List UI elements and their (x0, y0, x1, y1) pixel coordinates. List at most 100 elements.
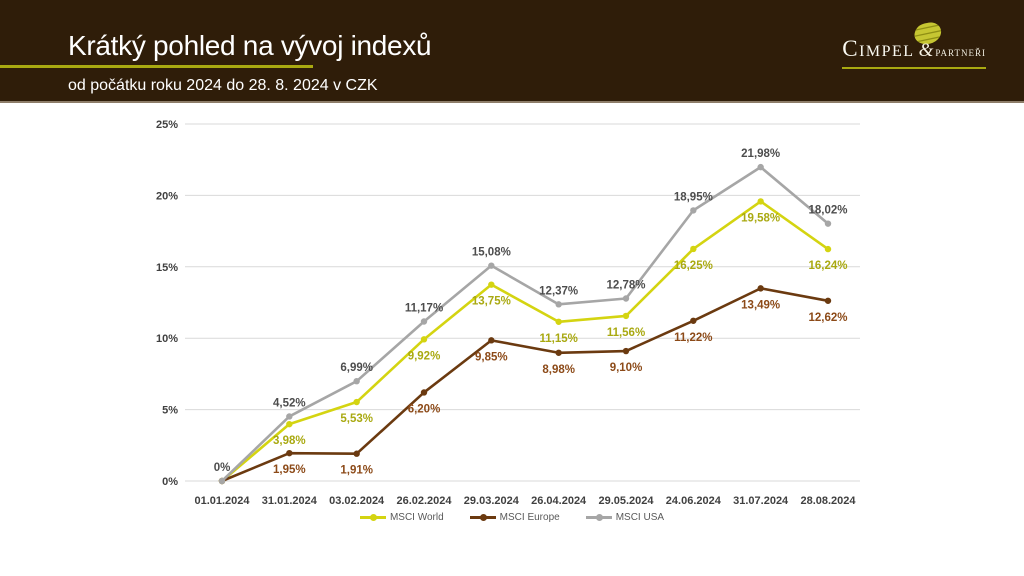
y-axis-label: 15% (156, 262, 178, 274)
chart-point-msci-world (420, 336, 428, 343)
chart-point-msci-europe (824, 297, 832, 304)
chart-point-msci-usa (286, 413, 293, 420)
legend-marker-icon (585, 514, 612, 521)
x-axis-label: 31.01.2024 (262, 495, 318, 507)
data-label-msci-europe: 9,10% (610, 362, 643, 374)
data-label-msci-world: 19,58% (741, 212, 780, 224)
data-label-msci-usa: 15,08% (472, 247, 511, 259)
data-label-msci-world: 16,25% (674, 260, 713, 272)
data-label-msci-europe: 8,98% (542, 364, 575, 376)
logo-suffix: partneři (935, 44, 986, 59)
company-logo: Cimpel & partneři (842, 22, 986, 69)
header: Krátký pohled na vývoj indexů od počátku… (0, 0, 1024, 103)
data-label-msci-usa: 0% (214, 462, 231, 474)
logo-amp-wrap: & (914, 22, 941, 62)
page-subtitle: od počátku roku 2024 do 28. 8. 2024 v CZ… (68, 77, 378, 94)
legend-marker-icon (469, 514, 496, 521)
chart-point-msci-europe (488, 337, 495, 344)
chart-point-msci-usa (353, 377, 360, 385)
x-axis-label: 29.05.2024 (598, 495, 654, 507)
y-axis-label: 10% (156, 333, 178, 345)
data-label-msci-europe: 12,62% (808, 312, 847, 324)
data-label-msci-usa: 12,37% (539, 285, 578, 297)
title-underline (0, 65, 313, 68)
x-axis-label: 28.08.2024 (800, 495, 856, 507)
chart-point-msci-usa (622, 295, 630, 302)
data-label-msci-europe: 1,91% (340, 465, 373, 477)
y-axis-label: 0% (162, 476, 178, 488)
chart-point-msci-europe (622, 347, 630, 355)
chart-point-msci-usa (488, 262, 495, 269)
data-label-msci-usa: 18,02% (808, 205, 847, 217)
chart-line-msci-world (221, 200, 829, 482)
chart-point-msci-usa (690, 207, 697, 214)
legend-label: MSCI USA (615, 512, 665, 523)
data-label-msci-world: 11,56% (607, 327, 645, 339)
legend-label: MSCI Europe (499, 512, 560, 523)
chart-point-msci-world (353, 398, 360, 406)
data-label-msci-europe: 11,22% (674, 332, 712, 344)
logo-name: Cimpel (842, 36, 915, 61)
chart-point-msci-world (555, 318, 562, 325)
data-label-msci-world: 9,92% (408, 350, 441, 362)
x-axis-label: 26.04.2024 (531, 495, 587, 507)
logo-ampersand: & (918, 40, 934, 61)
x-axis-label: 01.01.2024 (194, 495, 250, 507)
legend-item-msci-world: MSCI World (359, 512, 444, 523)
data-label-msci-usa: 4,52% (273, 397, 306, 409)
x-axis-label: 03.02.2024 (329, 495, 385, 507)
logo-underline (842, 67, 986, 69)
data-label-msci-world: 11,15% (539, 333, 577, 345)
data-label-msci-europe: 1,95% (273, 464, 306, 476)
data-label-msci-europe: 6,20% (408, 403, 441, 415)
chart-point-msci-usa (218, 477, 226, 485)
chart-point-msci-usa (824, 220, 832, 227)
data-label-msci-world: 13,75% (472, 296, 511, 308)
x-axis-label: 26.02.2024 (396, 495, 452, 507)
legend-marker-icon (359, 514, 386, 521)
chart-point-msci-europe (555, 349, 562, 356)
chart-point-msci-world (757, 198, 764, 205)
data-label-msci-usa: 6,99% (340, 362, 373, 374)
x-axis-label: 24.06.2024 (666, 495, 722, 507)
chart-point-msci-usa (420, 318, 428, 325)
chart-point-msci-europe (420, 389, 428, 396)
chart-point-msci-europe (286, 449, 293, 457)
data-label-msci-usa: 18,95% (674, 191, 713, 203)
y-axis-label: 5% (162, 405, 178, 417)
legend-label: MSCI World (389, 512, 444, 523)
chart-point-msci-europe (690, 317, 697, 324)
page-title: Krátký pohled na vývoj indexů (68, 30, 432, 61)
leaf-icon (914, 22, 941, 45)
x-axis-label: 31.07.2024 (733, 495, 789, 507)
chart-point-msci-world (286, 420, 293, 428)
legend-dot-icon (479, 514, 487, 521)
chart-point-msci-world (488, 281, 495, 288)
legend-dot-icon (369, 514, 377, 521)
chart-line-msci-europe (221, 287, 829, 483)
chart-point-msci-usa (757, 163, 764, 171)
data-label-msci-usa: 21,98% (741, 148, 780, 160)
data-label-msci-usa: 11,17% (405, 302, 443, 314)
data-label-msci-europe: 13,49% (741, 299, 780, 311)
data-label-msci-world: 3,98% (273, 435, 306, 447)
data-label-msci-world: 16,24% (808, 260, 847, 272)
chart-point-msci-world (622, 312, 630, 320)
chart-point-msci-europe (757, 285, 764, 292)
chart-point-msci-world (824, 245, 832, 253)
chart-legend: MSCI World MSCI Europe MSCI USA (0, 512, 1024, 523)
data-label-msci-usa: 12,78% (606, 280, 645, 292)
chart-point-msci-europe (353, 450, 360, 457)
legend-item-msci-usa: MSCI USA (585, 512, 665, 523)
data-label-msci-europe: 9,85% (475, 351, 508, 363)
legend-dot-icon (595, 514, 603, 521)
x-axis-label: 29.03.2024 (464, 495, 520, 507)
data-label-msci-world: 5,53% (340, 413, 373, 425)
y-axis-label: 20% (156, 190, 178, 202)
chart-point-msci-world (690, 245, 697, 253)
chart-line-msci-usa (221, 165, 829, 482)
y-axis-label: 25% (156, 119, 178, 131)
legend-item-msci-europe: MSCI Europe (469, 512, 560, 523)
